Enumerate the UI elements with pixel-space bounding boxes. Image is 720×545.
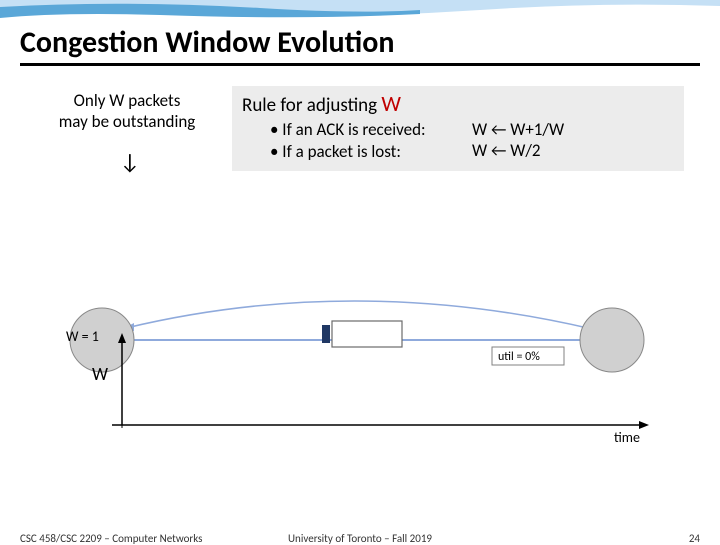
rule-result-2: W ← W/2 bbox=[472, 140, 652, 161]
rule-result-1: W ← W+1/W bbox=[472, 119, 652, 140]
page-title: Congestion Window Evolution bbox=[20, 24, 700, 61]
rule-bullet-2: • If a packet is lost: bbox=[270, 141, 472, 162]
y-axis-arrow bbox=[118, 333, 126, 343]
rule-heading: Rule for adjusting W bbox=[242, 90, 674, 117]
title-block: Congestion Window Evolution bbox=[20, 24, 700, 66]
x-axis-label: time bbox=[614, 429, 640, 446]
left-caption-line1: Only W packets bbox=[74, 90, 181, 111]
rule-box: Rule for adjusting W • If an ACK is rece… bbox=[232, 86, 684, 171]
x-axis-arrow bbox=[639, 421, 649, 429]
rule-heading-prefix: Rule for adjusting bbox=[242, 94, 381, 117]
footer-right: 24 bbox=[689, 532, 700, 545]
left-caption: Only W packets may be outstanding bbox=[42, 90, 212, 133]
down-arrow-icon: ↓ bbox=[120, 148, 140, 175]
left-caption-line2: may be outstanding bbox=[59, 111, 196, 132]
footer-center: University of Toronto – Fall 2019 bbox=[0, 532, 720, 545]
title-underline bbox=[20, 63, 700, 66]
plot-axes: W time bbox=[52, 190, 668, 470]
rule-heading-w: W bbox=[381, 90, 401, 117]
rule-bullet-1: • If an ACK is received: bbox=[270, 119, 472, 140]
y-axis-label: W bbox=[92, 363, 108, 385]
